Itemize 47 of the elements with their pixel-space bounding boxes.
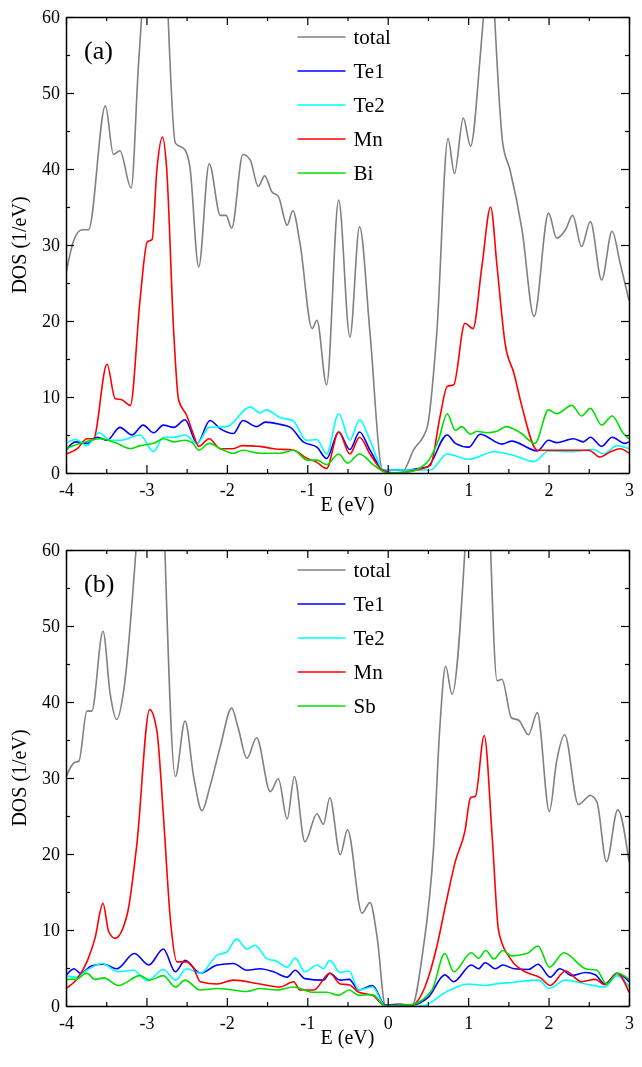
- y-tick-label: 0: [51, 463, 60, 484]
- x-tick-label: 0: [383, 479, 393, 500]
- y-tick-label: 20: [42, 844, 60, 865]
- legend-label: Mn: [353, 127, 384, 151]
- x-tick-label: 3: [625, 1012, 634, 1033]
- x-tick-label: 2: [544, 1012, 554, 1033]
- y-tick-label: 20: [42, 311, 60, 332]
- x-tick-label: -3: [139, 479, 155, 500]
- annotation: (b): [84, 569, 115, 598]
- y-axis-title: DOS (1/eV): [8, 729, 31, 827]
- x-axis-title: E (eV): [320, 1026, 375, 1049]
- x-tick-label: -3: [139, 1012, 155, 1033]
- x-tick-label: -2: [219, 1012, 235, 1033]
- y-tick-label: 30: [42, 768, 60, 789]
- y-tick-label: 50: [42, 83, 60, 104]
- x-tick-label: 1: [464, 1012, 474, 1033]
- y-tick-label: 10: [42, 387, 60, 408]
- legend-label: total: [353, 25, 391, 49]
- legend-label: Te2: [353, 93, 385, 117]
- x-tick-label: -1: [300, 479, 316, 500]
- x-tick-label: -4: [59, 479, 74, 500]
- legend-label: Mn: [353, 660, 384, 684]
- legend-label: total: [353, 558, 391, 582]
- y-tick-label: 40: [42, 692, 60, 713]
- x-tick-label: 2: [544, 479, 554, 500]
- y-tick-label: 40: [42, 159, 60, 180]
- legend-label: Te2: [353, 626, 385, 650]
- x-tick-label: 0: [383, 1012, 393, 1033]
- y-tick-label: 0: [51, 996, 60, 1017]
- x-tick-label: -2: [219, 479, 235, 500]
- legend-label: Sb: [353, 694, 376, 718]
- y-axis-title: DOS (1/eV): [8, 196, 31, 294]
- line-series: [66, 419, 629, 471]
- y-tick-label: 30: [42, 235, 60, 256]
- legend-label: Te1: [353, 59, 385, 83]
- annotation: (a): [84, 36, 113, 65]
- legend-label: Bi: [353, 161, 374, 185]
- x-tick-label: 3: [625, 479, 634, 500]
- y-tick-label: 10: [42, 920, 60, 941]
- x-tick-label: -4: [59, 1012, 74, 1033]
- x-tick-label: -1: [300, 1012, 316, 1033]
- y-tick-label: 50: [42, 616, 60, 637]
- x-tick-label: 1: [464, 479, 474, 500]
- x-axis-title: E (eV): [320, 493, 375, 516]
- y-tick-label: 60: [42, 540, 60, 561]
- legend-label: Te1: [353, 592, 385, 616]
- y-tick-label: 60: [42, 7, 60, 28]
